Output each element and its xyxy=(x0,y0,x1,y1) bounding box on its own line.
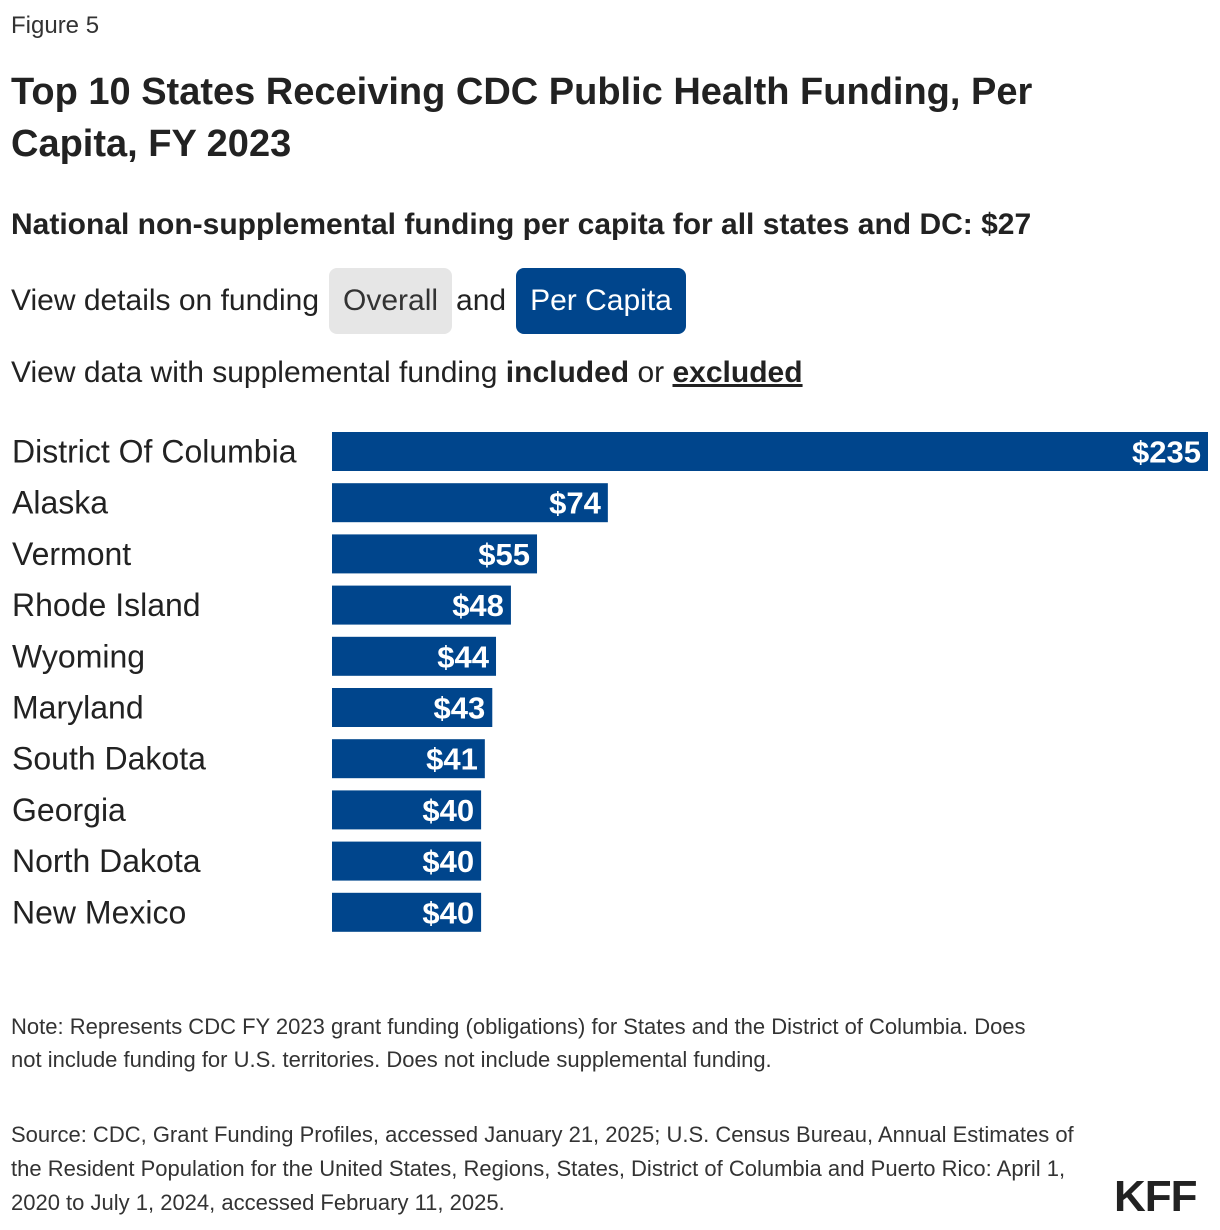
bar-chart: District Of Columbia $235 Alaska $74 Vermont… xyxy=(12,432,1208,932)
bar-value-label: $43 xyxy=(434,691,486,726)
view-toggle-row: View details on funding Overall and Per … xyxy=(11,268,686,334)
view-prefix-text: View details on funding xyxy=(11,284,319,317)
excluded-link[interactable]: excluded xyxy=(672,356,803,389)
bar[interactable] xyxy=(332,841,482,881)
bar[interactable] xyxy=(332,790,482,830)
and-text: and xyxy=(456,284,507,317)
overall-button[interactable]: Overall xyxy=(329,268,453,334)
or-text: or xyxy=(637,356,665,389)
bar-value-label: $41 xyxy=(426,742,478,777)
category-label: Rhode Island xyxy=(12,587,201,623)
bar[interactable] xyxy=(332,688,493,727)
bar[interactable] xyxy=(332,739,485,779)
category-label: North Dakota xyxy=(12,843,201,879)
kff-logo: KFF xyxy=(1114,1172,1198,1221)
bar[interactable] xyxy=(332,892,482,932)
bar-value-label: $74 xyxy=(549,486,601,521)
category-label: District Of Columbia xyxy=(12,434,297,470)
bar-value-label: $48 xyxy=(452,588,504,623)
national-average-subtitle: National non-supplemental funding per ca… xyxy=(11,208,1032,241)
bar-value-label: $40 xyxy=(422,793,474,828)
bar[interactable] xyxy=(332,534,538,574)
bar[interactable] xyxy=(332,585,511,625)
chart-title: Top 10 States Receiving CDC Public Healt… xyxy=(11,71,1033,165)
category-label: New Mexico xyxy=(12,894,186,930)
bar[interactable] xyxy=(332,636,497,676)
category-label: Maryland xyxy=(12,690,144,726)
bar[interactable] xyxy=(332,432,1208,471)
per-capita-button[interactable]: Per Capita xyxy=(516,268,686,334)
category-label: Vermont xyxy=(12,536,131,572)
bar-value-label: $55 xyxy=(478,537,530,572)
figure-label: Figure 5 xyxy=(11,12,100,39)
chart-source: Source: CDC, Grant Funding Profiles, acc… xyxy=(11,1122,1074,1215)
category-label: Alaska xyxy=(12,485,108,521)
chart-note: Note: Represents CDC FY 2023 grant fundi… xyxy=(11,1014,1026,1072)
category-label: Wyoming xyxy=(12,638,145,674)
bar-value-label: $235 xyxy=(1132,435,1201,470)
bar-value-label: $40 xyxy=(422,895,474,930)
bar-value-label: $40 xyxy=(422,844,474,879)
supplemental-toggle-row: View data with supplemental funding incl… xyxy=(11,356,803,390)
supp-prefix-text: View data with supplemental funding xyxy=(11,356,498,389)
category-label: South Dakota xyxy=(12,741,206,777)
bar[interactable] xyxy=(332,483,608,523)
category-label: Georgia xyxy=(12,792,126,828)
included-toggle[interactable]: included xyxy=(505,356,630,389)
bar-value-label: $44 xyxy=(437,639,489,674)
